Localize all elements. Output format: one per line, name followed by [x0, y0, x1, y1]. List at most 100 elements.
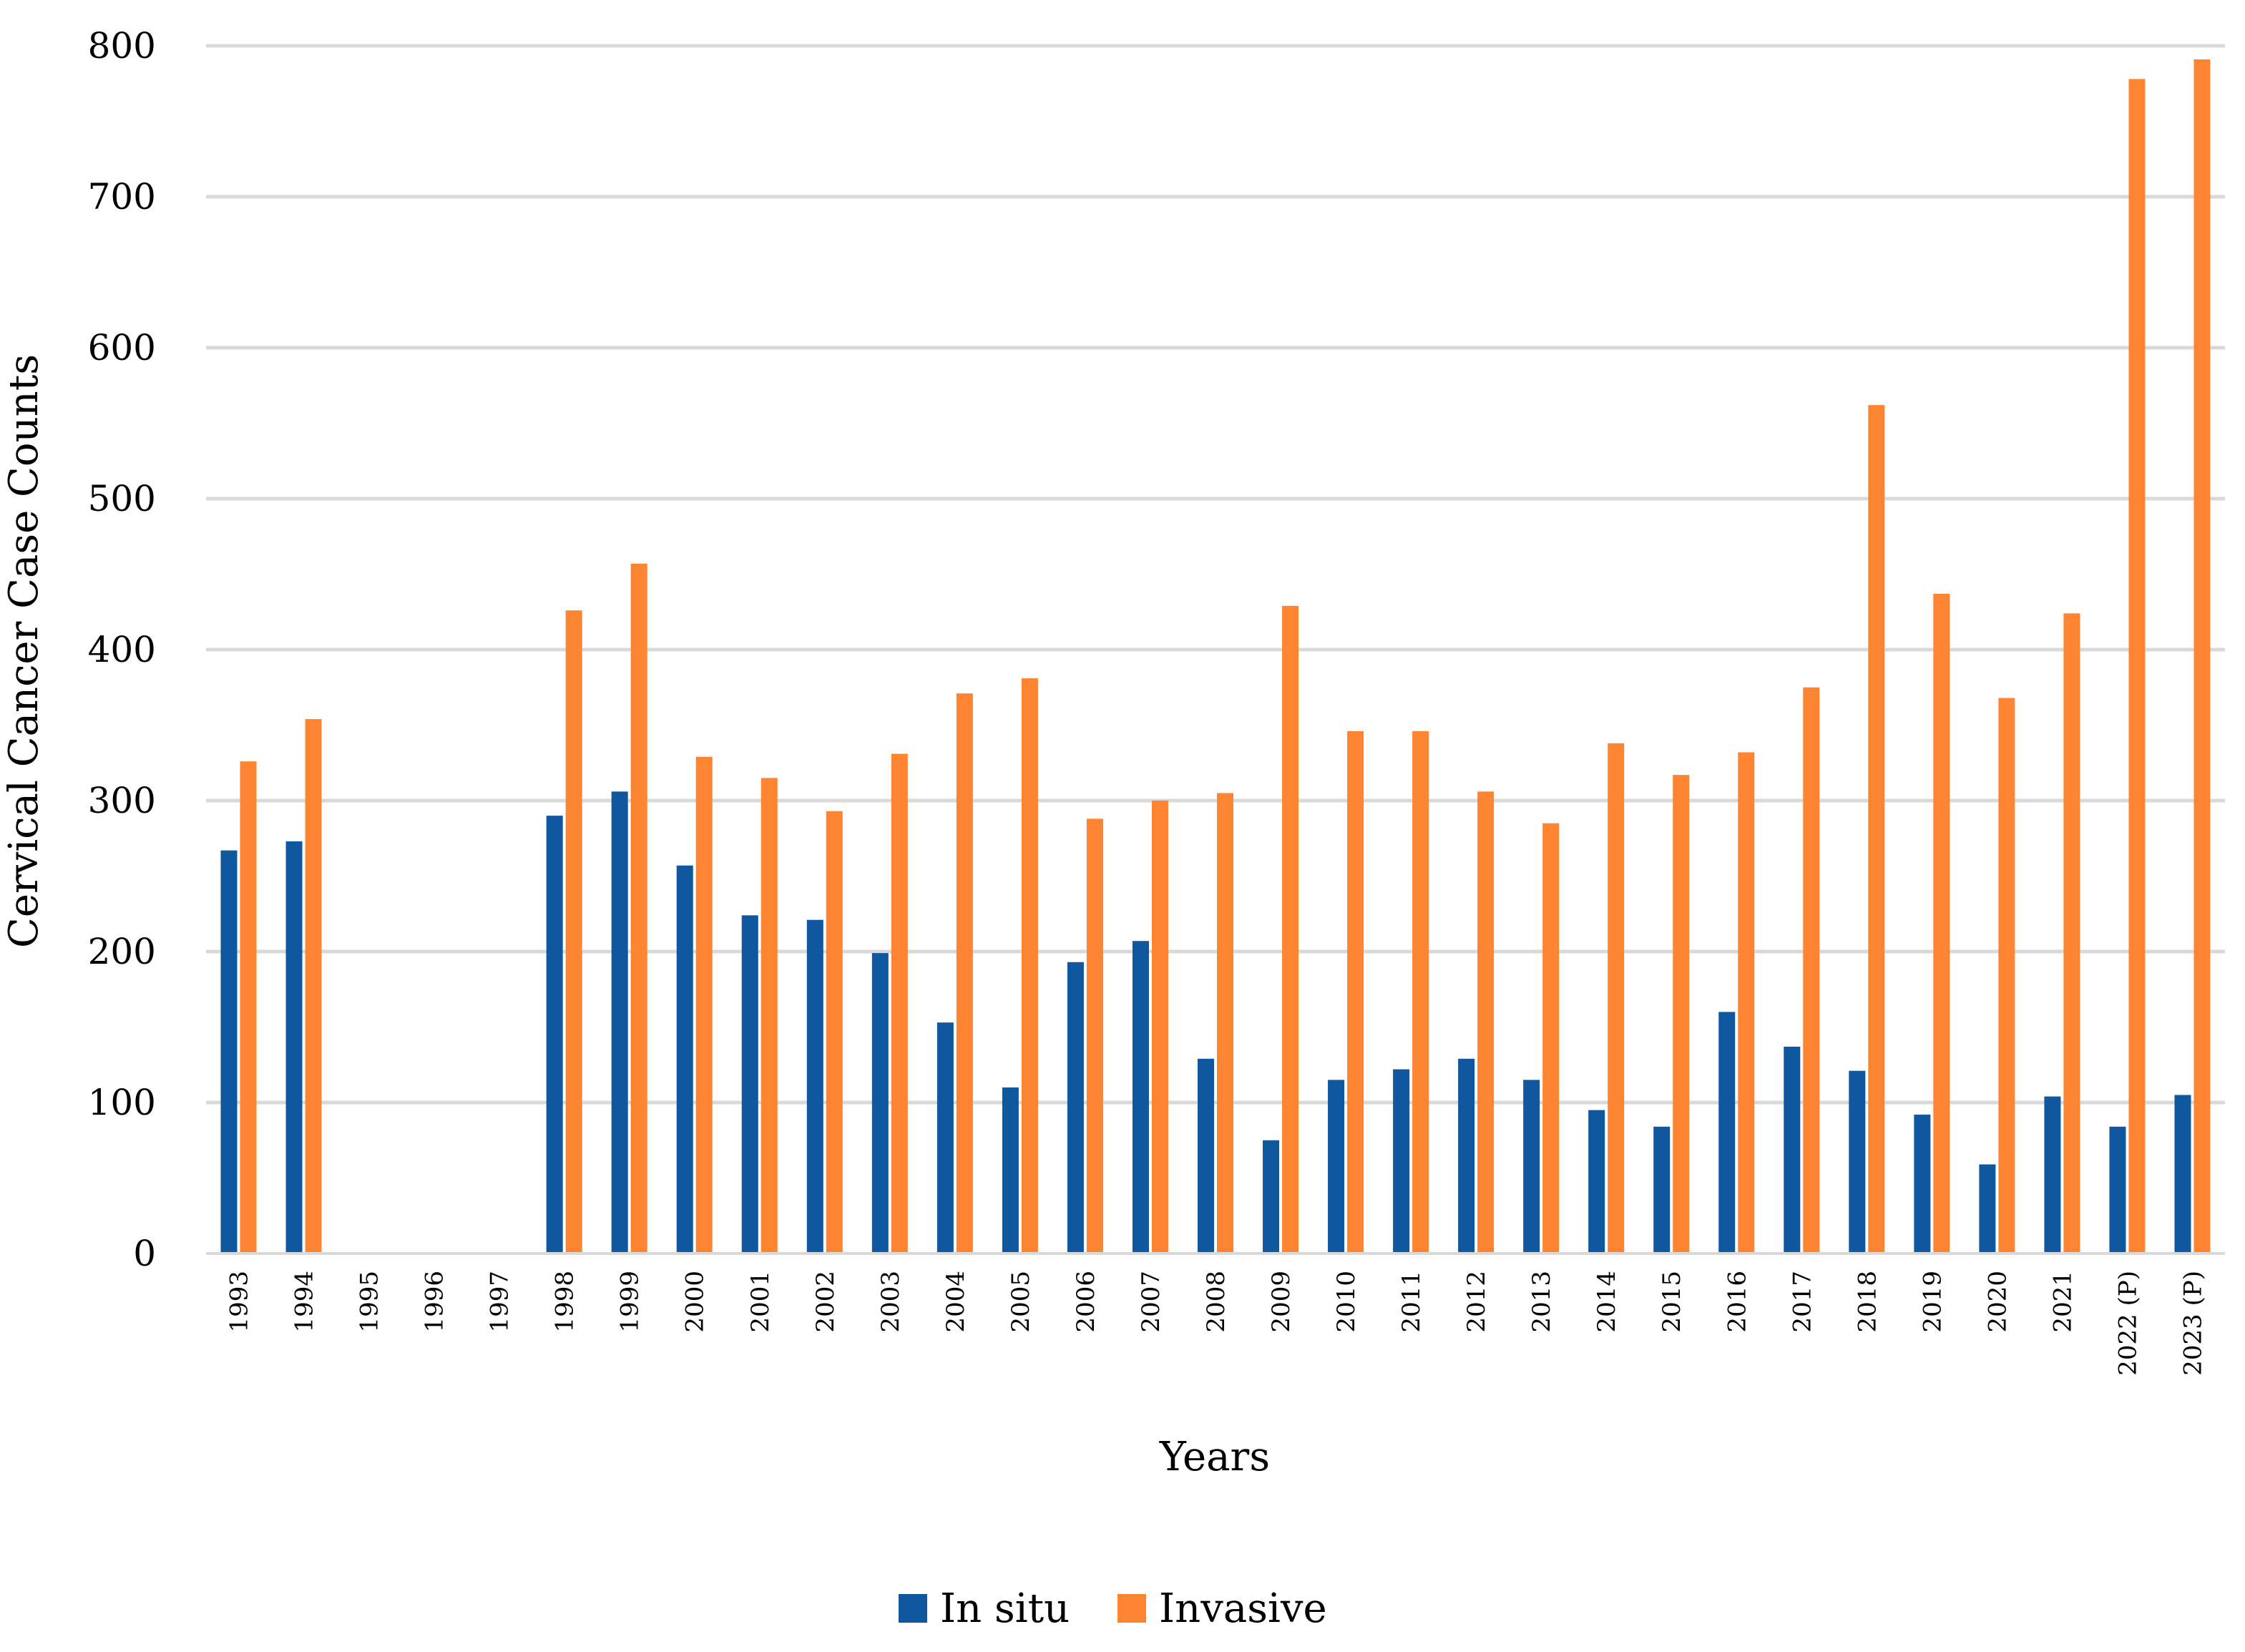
y-tick-label: 500 [88, 478, 156, 519]
bar-invasive-2009 [1282, 605, 1299, 1253]
bar-in-situ-2015 [1653, 1126, 1671, 1253]
y-tick-label: 200 [88, 931, 156, 972]
x-tick-label: 2012 [1462, 1271, 1491, 1333]
bar-in-situ-2022-P [2109, 1126, 2126, 1253]
bar-invasive-2023-P [2193, 59, 2211, 1254]
bar-in-situ-2006 [1067, 962, 1084, 1253]
bar-in-situ-2005 [1002, 1087, 1019, 1253]
bar-in-situ-1998 [546, 816, 563, 1253]
bar-invasive-2000 [695, 756, 713, 1253]
y-axis-title: Cervical Cancer Case Counts [1, 354, 47, 948]
bar-in-situ-2013 [1523, 1080, 1540, 1253]
bar-invasive-2022-P [2128, 79, 2146, 1253]
x-tick-label: 2011 [1397, 1271, 1426, 1333]
bar-in-situ-1994 [285, 841, 303, 1253]
x-tick-label: 2023 (P) [2178, 1271, 2207, 1376]
bar-invasive-2002 [826, 811, 843, 1253]
bar-in-situ-2003 [871, 953, 889, 1253]
bar-invasive-2005 [1021, 678, 1038, 1253]
x-axis-ticks: 1993 1994 1995 1996 1997 1998 1999 2000 2001 2002… [225, 1271, 2208, 1376]
x-tick-label: 2002 [811, 1271, 840, 1333]
y-tick-label: 800 [88, 25, 156, 67]
x-tick-label: 2000 [681, 1271, 710, 1333]
x-tick-label: 1998 [551, 1271, 579, 1333]
x-tick-label: 2006 [1072, 1271, 1100, 1333]
x-tick-label: 1999 [616, 1271, 645, 1333]
bar-in-situ-2018 [1849, 1070, 1866, 1253]
bar-invasive-2019 [1933, 593, 1950, 1253]
x-tick-label: 2013 [1527, 1271, 1556, 1333]
x-tick-label: 2017 [1788, 1271, 1816, 1333]
bar-in-situ-2007 [1132, 941, 1149, 1253]
x-tick-label: 2022 (P) [2113, 1271, 2142, 1376]
x-tick-label: 2016 [1723, 1271, 1751, 1333]
bar-invasive-2010 [1347, 730, 1364, 1253]
bar-invasive-2003 [891, 753, 908, 1253]
legend-label-invasive: Invasive [1159, 1585, 1327, 1632]
bar-in-situ-1999 [611, 791, 628, 1253]
gridlines [206, 44, 2225, 1105]
bar-invasive-2018 [1868, 405, 1885, 1254]
y-tick-label: 600 [88, 327, 156, 368]
x-tick-label: 2010 [1332, 1271, 1361, 1333]
bar-in-situ-2020 [1979, 1164, 1996, 1253]
y-tick-label: 0 [133, 1233, 156, 1274]
x-tick-label: 2005 [1007, 1271, 1035, 1333]
bar-in-situ-2001 [741, 915, 758, 1253]
bar-invasive-2004 [956, 693, 973, 1253]
bar-in-situ-2023-P [2174, 1095, 2191, 1253]
y-axis-ticks: 0 100 200 300 400 500 600 700 800 [88, 25, 156, 1274]
x-tick-label: 2009 [1267, 1271, 1296, 1333]
bar-invasive-1998 [565, 610, 582, 1253]
bar-invasive-2012 [1477, 791, 1495, 1253]
bar-in-situ-2016 [1718, 1012, 1736, 1253]
bar-invasive-1994 [305, 719, 322, 1253]
x-tick-label: 1994 [290, 1271, 319, 1333]
bar-in-situ-2004 [936, 1022, 954, 1253]
bar-invasive-2021 [2063, 613, 2080, 1253]
bar-invasive-2006 [1086, 818, 1103, 1253]
x-tick-label: 2021 [2048, 1271, 2077, 1333]
x-tick-label: 2014 [1593, 1271, 1621, 1333]
y-tick-label: 400 [88, 629, 156, 670]
bar-invasive-1993 [240, 761, 257, 1253]
y-tick-label: 700 [88, 176, 156, 218]
bar-in-situ-1993 [220, 850, 238, 1253]
x-tick-label: 2008 [1202, 1271, 1231, 1333]
bar-in-situ-2002 [806, 919, 823, 1253]
bar-invasive-2016 [1738, 752, 1755, 1253]
bar-invasive-2007 [1151, 801, 1168, 1253]
x-tick-label: 2001 [746, 1271, 775, 1333]
bar-in-situ-2008 [1198, 1058, 1214, 1253]
y-tick-label: 300 [88, 780, 156, 821]
legend-swatch-invasive [1117, 1594, 1146, 1623]
x-tick-label: 2007 [1137, 1271, 1165, 1333]
bar-invasive-2017 [1803, 687, 1820, 1253]
bar-invasive-2013 [1542, 823, 1560, 1253]
bar-in-situ-2010 [1328, 1080, 1345, 1253]
x-tick-label: 1993 [225, 1271, 254, 1333]
legend-swatch-in-situ [899, 1594, 927, 1623]
x-tick-label: 1997 [486, 1271, 514, 1333]
x-tick-label: 2020 [1983, 1271, 2012, 1333]
x-tick-label: 2018 [1853, 1271, 1882, 1333]
bar-in-situ-2012 [1458, 1058, 1475, 1253]
bar-in-situ-2014 [1588, 1110, 1605, 1253]
x-tick-label: 1996 [421, 1271, 449, 1333]
x-tick-label: 2019 [1918, 1271, 1947, 1333]
bar-invasive-2015 [1673, 775, 1690, 1253]
bars [220, 59, 2211, 1254]
bar-in-situ-2021 [2044, 1096, 2061, 1253]
legend: In situ Invasive [899, 1585, 1327, 1632]
bar-invasive-2020 [1998, 698, 2015, 1253]
x-tick-label: 2015 [1658, 1271, 1686, 1333]
bar-invasive-2008 [1217, 793, 1233, 1253]
x-tick-label: 2004 [941, 1271, 970, 1333]
bar-in-situ-2009 [1263, 1140, 1280, 1253]
bar-in-situ-2017 [1784, 1046, 1801, 1253]
bar-invasive-2014 [1608, 743, 1625, 1253]
x-tick-label: 2003 [876, 1271, 905, 1333]
bar-invasive-2011 [1412, 730, 1429, 1253]
bar-invasive-2001 [760, 778, 778, 1253]
